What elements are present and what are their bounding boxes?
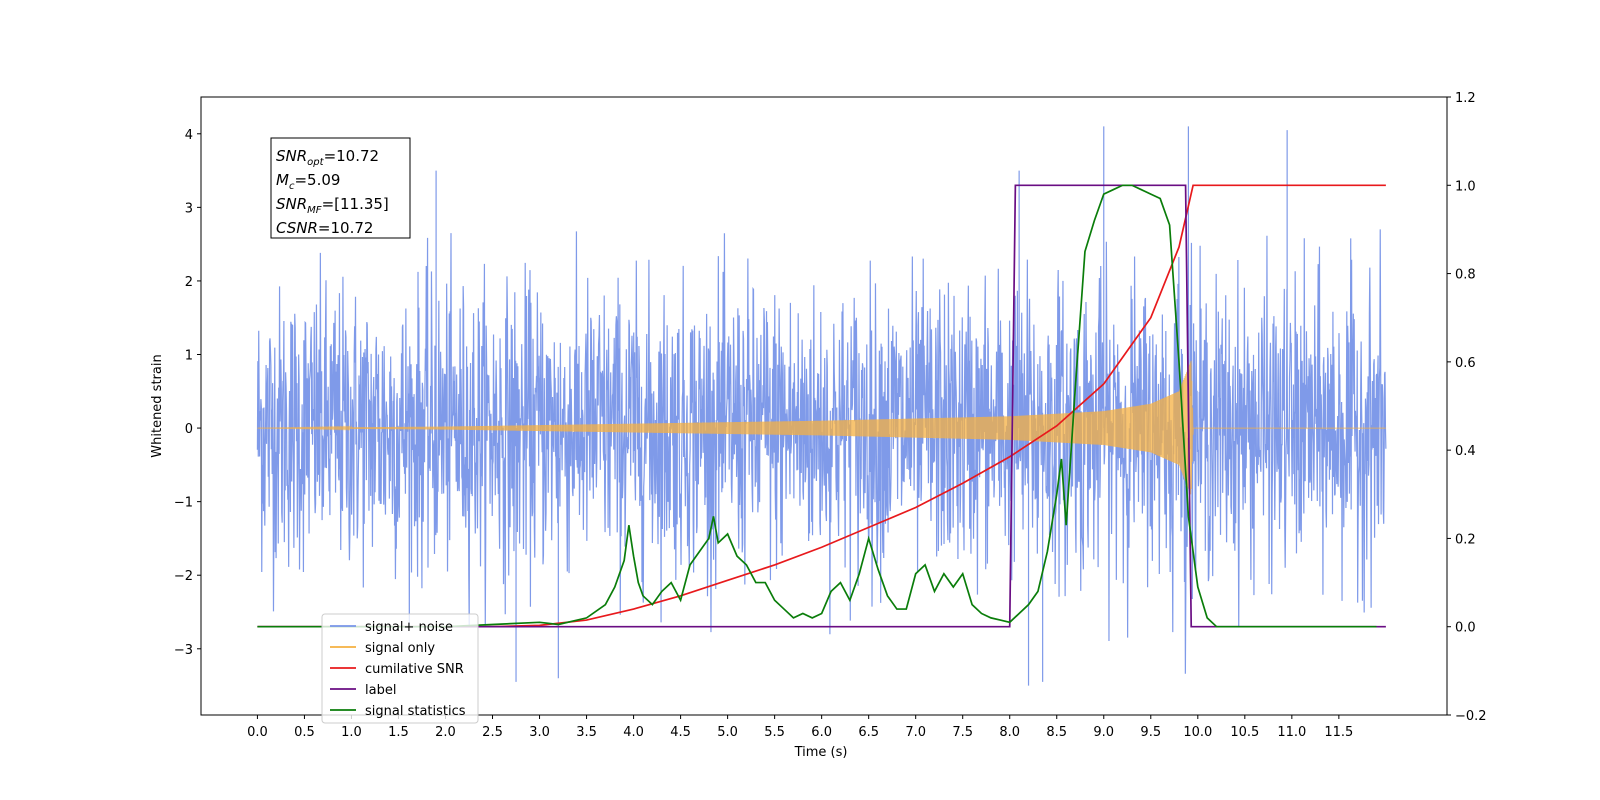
snr-info-frame [270,137,411,239]
legend-entry-label: signal+ noise [365,620,453,635]
y-left-tick-label: 3 [185,201,193,216]
legend-entry-label: signal only [365,641,435,656]
snr-info-box: SNRopt=10.72 Mc=5.09 SNRMF=[11.35] CSNR=10.… [270,137,411,239]
x-tick-label: 10.0 [1183,725,1212,740]
snr-info-line: CSNR=10.72 [276,219,373,237]
x-tick-label: 3.0 [529,725,550,740]
y-right-tick-label: 0.6 [1455,356,1476,371]
y-axis-right: −0.2 0.0 0.2 0.4 0.6 0.8 1.0 1.2 [1447,91,1487,724]
x-tick-label: 2.5 [482,725,503,740]
x-tick-label: 6.5 [858,725,879,740]
y-right-tick-label: −0.2 [1455,709,1487,724]
x-tick-label: 8.5 [1046,725,1067,740]
x-tick-label: 5.0 [717,725,738,740]
x-tick-label: 5.5 [764,725,785,740]
snr-info-line: SNRMF=[11.35] [276,195,389,216]
legend: signal+ noise signal only cumilative SNR la… [321,613,479,724]
y-right-tick-label: 0.4 [1455,444,1476,459]
y-right-tick-label: 0.2 [1455,532,1476,547]
x-tick-label: 1.5 [388,725,409,740]
x-tick-label: 10.5 [1230,725,1259,740]
x-tick-label: 3.5 [576,725,597,740]
x-tick-label: 6.0 [811,725,832,740]
x-tick-label: 1.0 [341,725,362,740]
legend-entry-label: label [365,683,396,698]
x-tick-label: 7.5 [952,725,973,740]
x-tick-label: 11.0 [1277,725,1306,740]
x-tick-label: 0.5 [294,725,315,740]
y-right-tick-label: 0.8 [1455,268,1476,283]
x-tick-label: 7.0 [905,725,926,740]
x-tick-label: 2.0 [435,725,456,740]
x-tick-label: 0.0 [247,725,268,740]
legend-frame [321,613,479,724]
x-tick-label: 8.0 [999,725,1020,740]
series-signal-statistics-line [257,184,1377,628]
series-cumulative-snr-line [257,184,1386,628]
y-right-tick-label: 1.2 [1455,91,1476,106]
legend-entry-label: cumilative SNR [365,662,464,677]
y-axis-left: −3 −2 −1 0 1 2 3 4 [174,128,201,658]
y-right-tick-label: 1.0 [1455,179,1476,194]
series-layer [256,126,1387,686]
y-left-tick-label: −3 [174,643,193,658]
x-tick-label: 11.5 [1324,725,1353,740]
y-left-tick-label: 2 [185,275,193,290]
legend-entry-label: signal statistics [365,704,466,719]
plot-frame [200,96,1448,716]
y-axis-label: Whitened strain [150,354,165,457]
y-left-tick-label: 0 [185,422,193,437]
x-axis-label: Time (s) [794,745,848,760]
snr-info-line: SNRopt=10.72 [276,147,379,168]
x-tick-label: 9.5 [1140,725,1161,740]
x-axis: 0.0 0.5 1.0 1.5 2.0 2.5 3.0 3.5 4.0 4.5 5.0 5.5 6.0 6… [247,715,1353,740]
snr-info-line: Mc=5.09 [276,171,340,192]
y-left-tick-label: 1 [185,349,193,364]
x-tick-label: 9.0 [1093,725,1114,740]
y-left-tick-label: −2 [174,569,193,584]
y-right-tick-label: 0.0 [1455,621,1476,636]
x-tick-label: 4.5 [670,725,691,740]
series-signal-only-line [257,360,1386,495]
x-tick-label: 4.0 [623,725,644,740]
y-left-tick-label: −1 [174,496,193,511]
y-left-tick-label: 4 [185,128,193,143]
